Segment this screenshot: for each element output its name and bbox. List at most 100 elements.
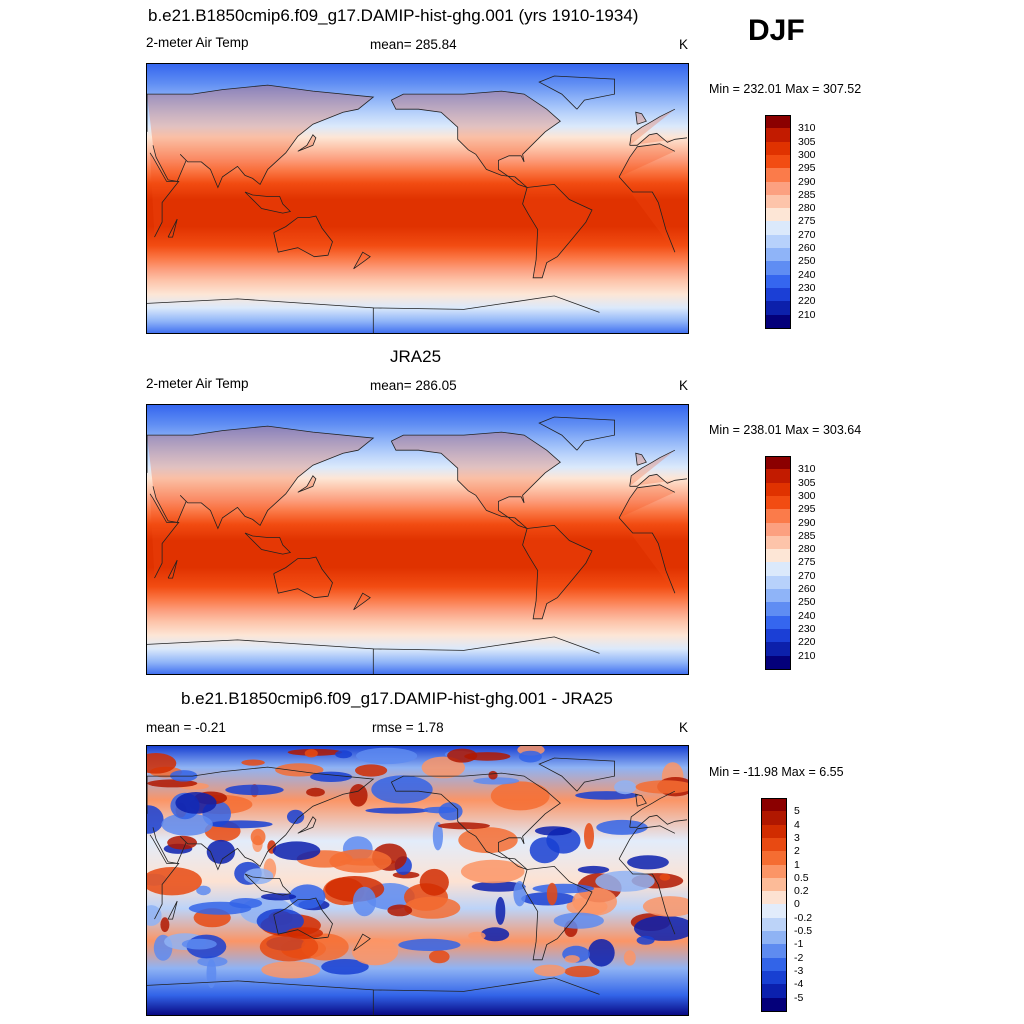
season-label: DJF <box>748 14 805 47</box>
colorbar-tick-label: 210 <box>798 308 816 321</box>
colorbar-swatch <box>765 575 791 590</box>
panel1-map <box>146 63 689 334</box>
colorbar-tick-label: -2 <box>794 951 804 964</box>
land-madagascar <box>168 560 178 579</box>
land-nz <box>353 252 371 269</box>
colorbar-swatch <box>765 456 791 471</box>
colorbar-swatch <box>761 957 787 972</box>
anomaly-blob <box>595 870 655 892</box>
colorbar-swatch <box>761 864 787 879</box>
land-europe <box>147 435 687 487</box>
colorbar-tick-label: 295 <box>798 503 816 516</box>
colorbar-swatch <box>765 128 791 142</box>
anomaly-blob <box>533 964 566 977</box>
land-japan <box>297 134 316 152</box>
colorbar-swatch <box>765 522 791 537</box>
colorbar-swatch <box>765 154 791 169</box>
panel2-minmax: Min = 238.01 Max = 303.64 <box>709 423 862 437</box>
colorbar-swatch <box>765 248 791 262</box>
colorbar-swatch <box>761 970 787 985</box>
colorbar-tick-label: -0.5 <box>794 925 813 937</box>
colorbar-tick-label: 300 <box>798 489 816 502</box>
colorbar-tick-label: -3 <box>794 964 804 977</box>
colorbar-swatch <box>761 931 787 945</box>
colorbar-tick-label: 280 <box>798 202 816 215</box>
anomaly-blob <box>490 781 550 811</box>
coastline-nz <box>353 251 371 270</box>
colorbar-tick-label: 220 <box>798 636 816 649</box>
anomaly-blob <box>167 835 197 850</box>
colorbar-swatch <box>765 469 791 483</box>
anomaly-blob <box>352 886 377 917</box>
colorbar-tick-label: 285 <box>798 529 816 542</box>
panel2-title: JRA25 <box>390 347 442 366</box>
anomaly-blob <box>160 917 170 933</box>
anomaly-blob <box>534 826 572 836</box>
coastline-japan <box>297 475 317 493</box>
colorbar-tick-label: 240 <box>798 609 816 622</box>
colorbar-swatch <box>765 234 791 249</box>
colorbar-tick-label: 240 <box>798 268 816 281</box>
colorbar-tick-label: 300 <box>798 148 816 161</box>
colorbar-swatch <box>765 301 791 315</box>
coastline-indonesia <box>244 532 292 555</box>
colorbar-tick-label: 230 <box>798 622 816 635</box>
anomaly-blob <box>553 912 604 929</box>
colorbar-tick-label: 0.5 <box>794 871 809 884</box>
coastline-japan <box>297 134 317 152</box>
panel2-unit: K <box>679 378 689 393</box>
colorbar-tick-label: -1 <box>794 938 804 951</box>
panel1-minmax: Min = 232.01 Max = 307.52 <box>709 82 862 96</box>
anomaly-blob <box>421 756 465 779</box>
colorbar-swatch <box>765 221 791 236</box>
colorbar-swatch <box>761 984 787 998</box>
coastline-greenland <box>538 75 615 110</box>
colorbar-swatch <box>765 274 791 289</box>
anomaly-blob <box>468 931 486 940</box>
colorbar-swatch <box>765 181 791 196</box>
land-southAmerica <box>522 184 592 278</box>
panel3-rmse-label: rmse = 1.78 <box>372 720 444 735</box>
anomaly-blob <box>460 859 525 884</box>
colorbar-tick-label: 220 <box>798 295 816 308</box>
colorbar-tick-label: 310 <box>798 122 816 135</box>
anomaly-blob <box>261 893 297 901</box>
anomaly-blob <box>437 822 490 830</box>
anomaly-blob <box>250 828 266 846</box>
anomaly-blob <box>423 806 457 814</box>
anomaly-blob <box>584 823 594 850</box>
colorbar-swatch <box>765 642 791 656</box>
colorbar-swatch <box>765 141 791 156</box>
anomaly-blob <box>572 887 617 916</box>
anomaly-blob <box>627 855 669 870</box>
colorbar-tick-label: 305 <box>798 476 816 489</box>
anomaly-blob <box>196 885 211 896</box>
land-eurasia <box>147 85 374 188</box>
anomaly-blob <box>147 905 162 926</box>
anomaly-blob <box>473 777 520 785</box>
coastline-northAmerica <box>390 772 561 870</box>
land-uk <box>635 112 647 125</box>
colorbar-tick-label: 0 <box>794 898 800 911</box>
panel1-mean-label: mean= 285.84 <box>370 37 457 52</box>
anomaly-blob <box>304 749 318 758</box>
coastline-eurasia <box>147 84 375 189</box>
colorbar-swatch <box>765 509 791 523</box>
coastline-uk <box>635 452 647 466</box>
colorbar-swatch <box>765 115 791 130</box>
colorbar-swatch <box>765 602 791 616</box>
anomaly-blob <box>546 882 558 906</box>
coastline-antarctica <box>147 977 600 1015</box>
anomaly-blob <box>329 849 392 873</box>
coastline-antarctica <box>147 295 600 333</box>
coastline-africa <box>149 484 676 594</box>
colorbar-tick-label: 230 <box>798 281 816 294</box>
coastline-northAmerica <box>390 90 561 188</box>
anomaly-blob <box>432 821 443 851</box>
anomaly-blob <box>387 904 413 917</box>
land-eurasia <box>147 426 374 529</box>
land-southAmerica <box>522 525 592 619</box>
anomaly-blob <box>365 807 429 814</box>
anomaly-blob <box>495 896 506 925</box>
colorbar-swatch <box>765 261 791 275</box>
